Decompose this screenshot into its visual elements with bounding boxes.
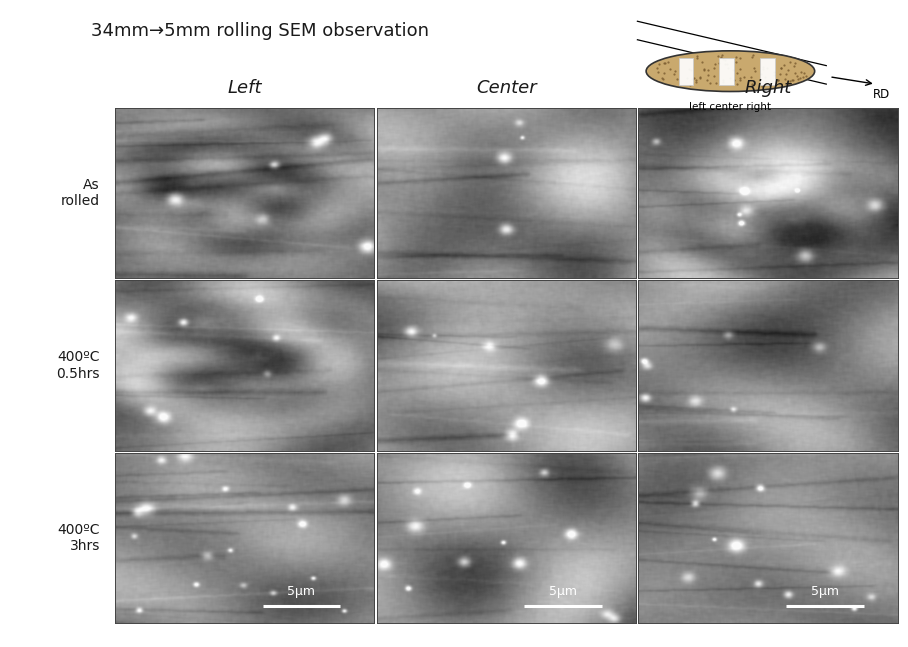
Bar (678, 58, 693, 85)
Text: left center right: left center right (689, 102, 772, 112)
Text: Center: Center (476, 79, 537, 97)
Text: 400ºC
0.5hrs: 400ºC 0.5hrs (56, 351, 100, 380)
Ellipse shape (646, 51, 814, 91)
Text: 5μm: 5μm (288, 585, 315, 598)
Bar (719, 58, 734, 85)
Text: 5μm: 5μm (811, 585, 839, 598)
Bar (760, 58, 775, 85)
Text: Left: Left (227, 79, 262, 97)
Text: Right: Right (745, 79, 792, 97)
Text: 34mm→5mm rolling SEM observation: 34mm→5mm rolling SEM observation (91, 22, 429, 40)
Text: RD: RD (873, 88, 890, 101)
Text: 5μm: 5μm (549, 585, 577, 598)
Text: 400ºC
3hrs: 400ºC 3hrs (57, 523, 100, 553)
Text: As
rolled: As rolled (61, 178, 100, 208)
